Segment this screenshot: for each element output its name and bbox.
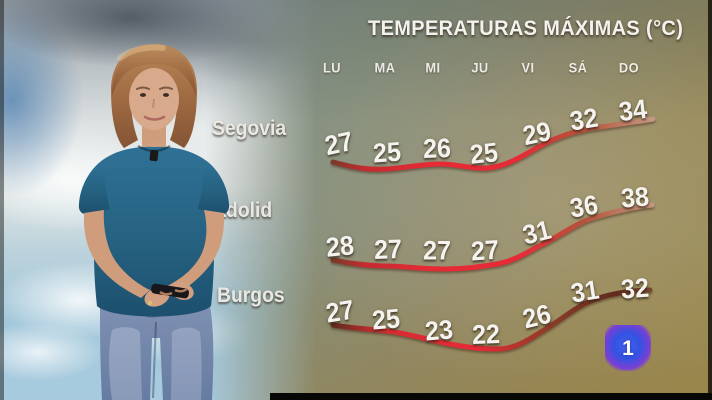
trend-curve-segovia <box>330 116 656 172</box>
presenter-hair <box>111 44 197 148</box>
day-label: SÁ <box>568 60 588 76</box>
bottom-black-bar <box>270 393 712 400</box>
temperature-value: 27 <box>423 235 451 266</box>
day-label: LU <box>322 60 342 76</box>
city-label: Burgos <box>217 284 285 307</box>
presenter-jeans <box>100 306 214 400</box>
trend-curve-valladolid <box>330 202 655 272</box>
frame-edge-left <box>0 0 4 400</box>
chart-title: TEMPERATURAS MÁXIMAS (°C) <box>368 17 684 40</box>
day-label: MA <box>374 60 396 76</box>
presenter-clicker <box>151 283 189 299</box>
ring <box>147 300 153 306</box>
trend-curve-burgos <box>330 287 653 352</box>
day-label: DO <box>618 60 640 76</box>
presenter-hands <box>144 282 194 307</box>
channel-logo-la1: 1 <box>605 325 651 371</box>
day-label: VI <box>521 60 535 76</box>
presenter-face <box>112 44 196 130</box>
city-label: Segovia <box>212 117 287 140</box>
frame-edge-right <box>708 0 712 400</box>
channel-logo-number: 1 <box>622 336 634 360</box>
presenter-fringe <box>112 48 196 96</box>
lavalier-microphone <box>149 149 159 162</box>
day-label: MI <box>425 60 441 76</box>
day-label: JU <box>471 60 489 76</box>
presenter-arms <box>83 210 225 298</box>
